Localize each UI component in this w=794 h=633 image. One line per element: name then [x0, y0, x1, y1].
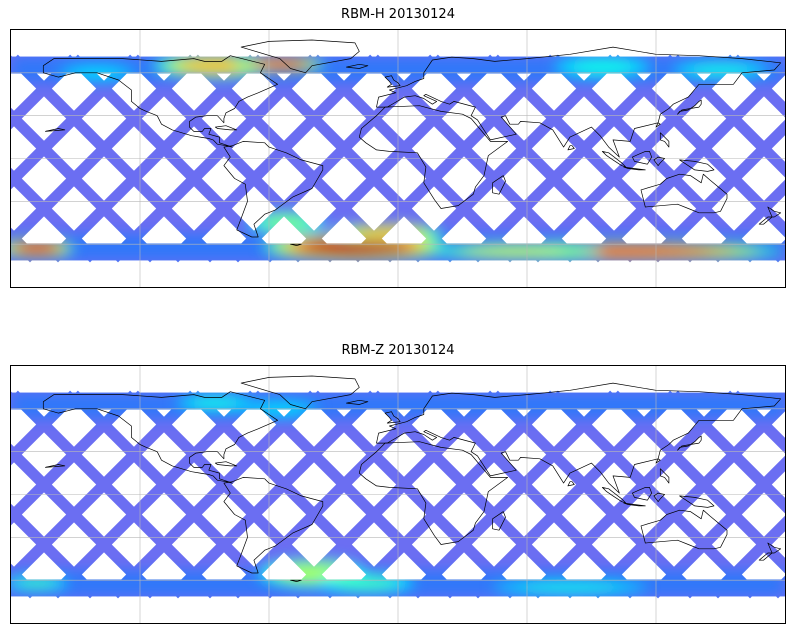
coastline: [346, 399, 369, 405]
coastline: [240, 39, 360, 74]
flux-region: [333, 577, 398, 590]
coastline: [376, 382, 782, 494]
coastline: [290, 579, 302, 582]
coastline: [214, 125, 238, 131]
coastline: [632, 151, 653, 165]
coastline: [653, 156, 665, 166]
flux-region: [16, 243, 58, 254]
coastline: [679, 495, 715, 508]
panel-title: RBM-Z 20130124: [341, 343, 455, 358]
panel-title: RBM-H 20130124: [341, 7, 455, 22]
flux-region: [518, 583, 622, 592]
flux-region: [253, 59, 306, 69]
coastline: [640, 509, 728, 550]
coastline: [492, 511, 506, 531]
coastlines: [42, 39, 782, 246]
coastline: [214, 461, 238, 467]
coastline: [601, 487, 627, 504]
coastline: [640, 173, 728, 214]
coastline: [358, 441, 509, 545]
flux-region: [570, 60, 635, 74]
gridlines: [11, 30, 785, 287]
flux-region: [279, 564, 345, 582]
coastline: [492, 175, 506, 195]
coastline: [623, 166, 646, 171]
coastline: [42, 55, 278, 148]
coastline: [655, 122, 661, 128]
map-frame: [10, 29, 786, 288]
flux-region: [464, 247, 568, 256]
coastline: [567, 145, 575, 151]
coastline: [384, 411, 401, 424]
coastline: [601, 151, 627, 168]
coastline: [290, 243, 302, 246]
coastline: [45, 128, 66, 132]
coastline: [623, 502, 646, 507]
flux-region: [179, 58, 252, 73]
flux-region: [303, 239, 407, 255]
coastlines: [42, 375, 782, 582]
coastline: [659, 132, 670, 148]
flux-region: [355, 227, 420, 238]
flux-region: [16, 578, 58, 588]
coastline: [223, 141, 324, 238]
flux-region: [262, 215, 310, 230]
coastline: [677, 435, 702, 451]
coastline: [42, 391, 278, 484]
coastline: [358, 105, 509, 209]
map-canvas: [11, 366, 785, 623]
flux-region: [688, 64, 753, 76]
coastline: [653, 492, 665, 502]
coastline: [677, 99, 702, 115]
coastline: [346, 63, 369, 69]
coastline: [223, 477, 324, 574]
coastline: [567, 481, 575, 487]
coastline: [45, 464, 66, 468]
coastline: [655, 458, 661, 464]
coastline: [632, 487, 653, 501]
map-frame: [10, 365, 786, 624]
coastline: [679, 159, 715, 172]
map-canvas: [11, 30, 785, 287]
coastline: [758, 206, 782, 225]
coastline: [384, 75, 401, 88]
coastline: [758, 542, 782, 561]
gridlines: [11, 366, 785, 623]
coastline: [659, 468, 670, 484]
flux-region: [189, 397, 242, 409]
coastline: [376, 46, 782, 158]
coastline: [240, 375, 360, 410]
